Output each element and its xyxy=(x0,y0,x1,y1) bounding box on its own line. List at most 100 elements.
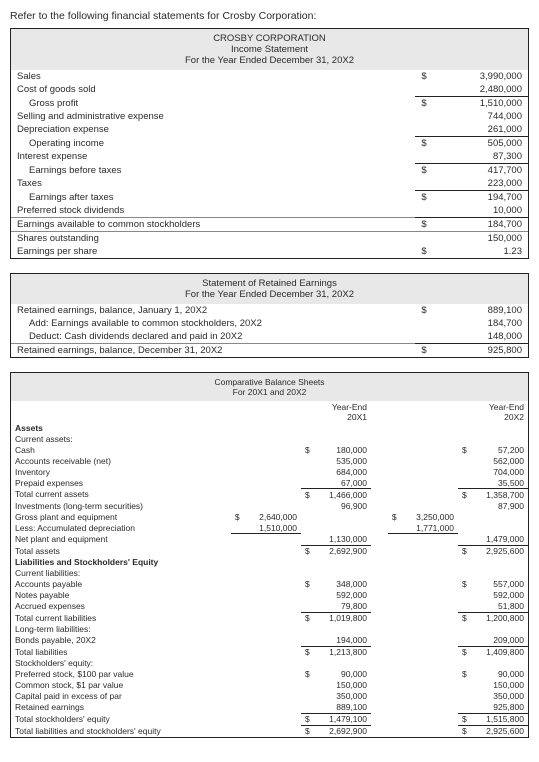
bs-cell xyxy=(388,433,402,444)
bs-cell xyxy=(231,635,245,647)
bs-cell xyxy=(245,646,301,658)
bs-cell: $ xyxy=(458,545,472,557)
bs-cell xyxy=(245,669,301,680)
bs-cell xyxy=(402,680,458,691)
bs-cell: 150,000 xyxy=(472,680,528,691)
bs-col1: Year-End20X1 xyxy=(315,401,371,422)
bs-cell xyxy=(245,624,301,635)
income-statement: CROSBY CORPORATION Income Statement For … xyxy=(10,28,529,259)
bs-cell xyxy=(458,511,472,522)
bs-cell xyxy=(402,545,458,557)
bs-cell xyxy=(458,534,472,546)
retained-row-val: 148,000 xyxy=(437,330,528,344)
bs-cell xyxy=(402,433,458,444)
eacs-val: 184,700 xyxy=(437,218,528,232)
bs-cell xyxy=(301,601,315,613)
bs-cell xyxy=(245,680,301,691)
bs-cell xyxy=(231,658,245,669)
bs-cell xyxy=(472,624,528,635)
bs-cell xyxy=(245,433,301,444)
balance-table: Year-End20X1 Year-End20X2 AssetsCurrent … xyxy=(11,401,528,737)
income-row-val: 223,000 xyxy=(437,177,528,191)
retained-header: Statement of Retained Earnings For the Y… xyxy=(11,274,528,304)
eacs-dol: $ xyxy=(415,218,436,232)
retained-row-val: 184,700 xyxy=(437,317,528,330)
bs-cell: 592,000 xyxy=(472,590,528,601)
eps-val: 1.23 xyxy=(437,245,528,258)
income-row-label: Earnings after taxes xyxy=(11,191,415,205)
bs-cell xyxy=(388,680,402,691)
bs-cell xyxy=(231,646,245,658)
bs-cell: 150,000 xyxy=(315,680,371,691)
retained-row-dol: $ xyxy=(415,304,436,317)
bs-cell: 2,692,900 xyxy=(315,545,371,557)
bs-cell xyxy=(402,658,458,669)
bs-cell: 2,692,900 xyxy=(315,725,371,737)
bs-cell: 348,000 xyxy=(315,579,371,590)
bs-cell xyxy=(231,477,245,489)
bs-row-label: Total current assets xyxy=(11,489,231,501)
bs-cell: 90,000 xyxy=(472,669,528,680)
bs-cell xyxy=(402,713,458,725)
income-row-label: Operating income xyxy=(11,137,415,151)
bs-cell: 889,100 xyxy=(315,702,371,714)
bs-cell xyxy=(458,691,472,702)
bs-row-label: Total assets xyxy=(11,545,231,557)
bs-cell xyxy=(402,477,458,489)
bs-cell: $ xyxy=(301,713,315,725)
bs-cell xyxy=(245,702,301,714)
bs-cell xyxy=(458,466,472,477)
bs-cell xyxy=(458,522,472,534)
bs-row-label: Total liabilities xyxy=(11,646,231,658)
retained-row-val: 889,100 xyxy=(437,304,528,317)
bs-cell: $ xyxy=(458,725,472,737)
bs-row-label: Retained earnings xyxy=(11,702,231,714)
bs-row-label: Stockholders' equity: xyxy=(11,658,231,669)
bs-cell xyxy=(472,658,528,669)
bs-cell xyxy=(388,455,402,466)
retained-row-label: Deduct: Cash dividends declared and paid… xyxy=(11,330,415,344)
balance-title: Comparative Balance Sheets xyxy=(13,377,526,387)
bs-cell xyxy=(231,455,245,466)
bs-cell: 180,000 xyxy=(315,444,371,455)
bs-cell xyxy=(458,624,472,635)
bs-cell: $ xyxy=(301,669,315,680)
bs-row-label: Accounts payable xyxy=(11,579,231,590)
income-row-label: Selling and administrative expense xyxy=(11,110,415,123)
bs-cell: $ xyxy=(458,669,472,680)
bs-row-label: Long-term liabilities: xyxy=(11,624,231,635)
eps-dol: $ xyxy=(415,245,436,258)
bs-cell: 1,200,800 xyxy=(472,612,528,624)
bs-cell xyxy=(245,455,301,466)
bs-cell: $ xyxy=(301,444,315,455)
bs-cell xyxy=(472,568,528,579)
bs-cell: 1,130,000 xyxy=(315,534,371,546)
bs-cell: $ xyxy=(458,646,472,658)
bs-cell xyxy=(301,511,315,522)
income-row-val: 87,300 xyxy=(437,150,528,164)
bs-cell: 79,800 xyxy=(315,601,371,613)
retained-final-val: 925,800 xyxy=(437,344,528,358)
balance-sheet: Comparative Balance Sheets For 20X1 and … xyxy=(10,372,529,738)
bs-cell xyxy=(245,579,301,590)
bs-cell: $ xyxy=(458,612,472,624)
bs-cell: 1,479,100 xyxy=(315,713,371,725)
bs-cell xyxy=(231,713,245,725)
income-company: CROSBY CORPORATION xyxy=(13,33,526,44)
bs-cell: 51,800 xyxy=(472,601,528,613)
bs-row-label: Bonds payable, 20X2 xyxy=(11,635,231,647)
bs-cell: 3,250,000 xyxy=(402,511,458,522)
bs-cell xyxy=(402,725,458,737)
bs-cell: 1,409,800 xyxy=(472,646,528,658)
bs-cell xyxy=(245,713,301,725)
bs-cell xyxy=(231,702,245,714)
bs-cell: 1,515,800 xyxy=(472,713,528,725)
bs-cell: 67,000 xyxy=(315,477,371,489)
bs-cell: $ xyxy=(458,713,472,725)
income-row-val: 417,700 xyxy=(437,164,528,178)
bs-cell xyxy=(402,568,458,579)
bs-row-label: Capital paid in excess of par xyxy=(11,691,231,702)
bs-cell xyxy=(402,579,458,590)
bs-cell xyxy=(402,455,458,466)
bs-cell xyxy=(231,601,245,613)
